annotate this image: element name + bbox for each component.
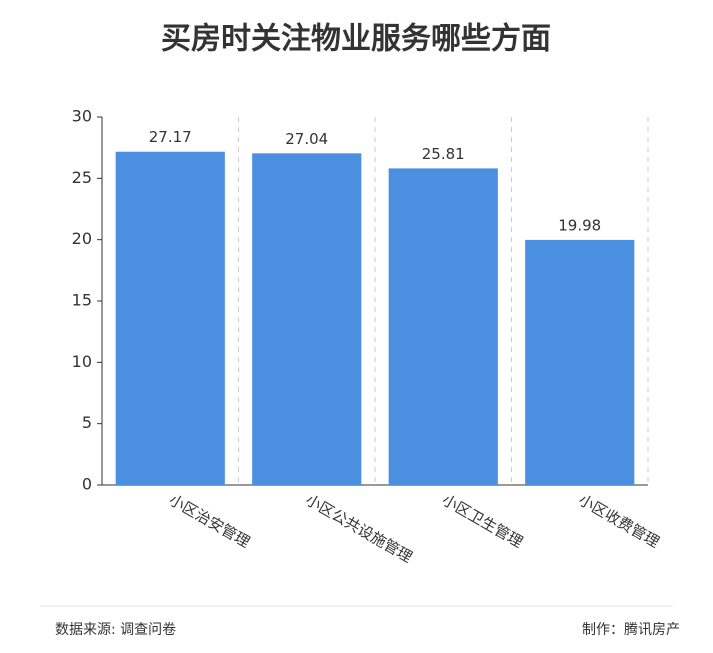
value-label: 19.98	[558, 216, 601, 234]
source-note: 数据来源: 调查问卷	[55, 622, 176, 638]
y-tick-label: 20	[72, 229, 92, 248]
y-tick-label: 10	[72, 352, 92, 371]
bar	[525, 239, 635, 485]
bar	[115, 151, 225, 485]
value-label: 25.81	[422, 145, 465, 163]
x-tick-label: 小区卫生管理	[439, 491, 526, 552]
x-tick-label: 小区公共设施管理	[303, 491, 416, 567]
value-label: 27.17	[149, 128, 192, 146]
chart-title: 买房时关注物业服务哪些方面	[161, 22, 551, 57]
x-tick-label: 小区收费管理	[576, 491, 663, 552]
y-tick-label: 25	[72, 168, 92, 187]
y-tick-label: 5	[82, 413, 92, 432]
y-tick-label: 0	[82, 475, 92, 494]
value-label: 27.04	[285, 130, 328, 148]
y-tick-label: 30	[72, 107, 92, 126]
bar	[388, 168, 498, 485]
credit-note: 制作：腾讯房产	[582, 621, 680, 638]
y-tick-label: 15	[72, 291, 92, 310]
bar	[252, 153, 362, 485]
x-tick-label: 小区治安管理	[166, 491, 253, 552]
